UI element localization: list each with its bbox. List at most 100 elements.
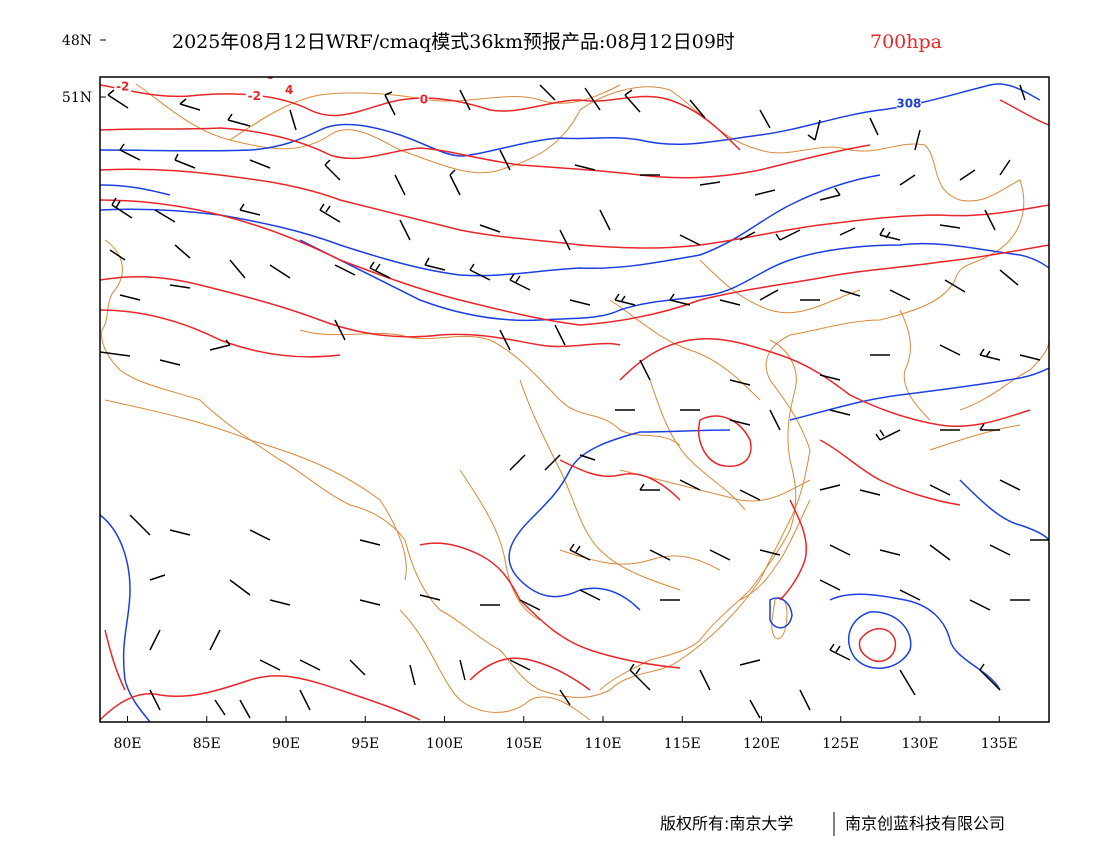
wind-barb <box>759 549 781 556</box>
wind-barb <box>839 289 861 297</box>
wind-barb <box>989 544 1011 556</box>
wind-barb <box>169 284 191 289</box>
x-tick-label: 110E <box>585 736 622 752</box>
temp-contour <box>100 84 741 151</box>
boundary-layer <box>101 83 1049 721</box>
temp-contour <box>559 459 681 501</box>
wind-barb <box>639 483 660 491</box>
contour-label: 4 <box>773 2 781 16</box>
temp-contour <box>698 415 752 467</box>
wind-barb <box>699 669 711 691</box>
wind-barb <box>239 203 261 216</box>
temp-contour <box>619 337 1031 428</box>
wind-barb <box>499 149 511 171</box>
wind-barb <box>179 98 201 111</box>
x-tick-label: 135E <box>981 736 1018 752</box>
contour-label-background <box>419 93 429 106</box>
wind-barb <box>699 181 721 186</box>
temp-contour <box>779 499 808 601</box>
wind-barb <box>159 359 181 366</box>
wind-barb <box>769 409 781 431</box>
temp-contour <box>469 657 591 691</box>
wind-barb <box>359 599 381 606</box>
temp-contour <box>999 99 1049 126</box>
wind-barb <box>289 109 297 131</box>
wind-barb <box>879 227 901 241</box>
province-boundary <box>559 549 721 571</box>
x-tick-label: 115E <box>664 736 701 752</box>
contour-label: 0 <box>610 17 618 31</box>
wind-barb <box>249 159 271 169</box>
map-area: 3083083083043083083083123123123163123123… <box>96 0 1049 722</box>
height-contour-312 <box>299 239 1049 322</box>
x-tick-label: 105E <box>505 736 542 752</box>
wind-barb <box>899 589 921 601</box>
x-tick-label: 95E <box>351 736 379 752</box>
wind-barb <box>739 231 756 241</box>
wind-barb <box>324 159 341 181</box>
x-tick-label: 125E <box>822 736 859 752</box>
contour-label: 2 <box>637 2 645 16</box>
wind-barb <box>799 689 811 711</box>
wind-barb <box>359 539 381 546</box>
wind-barb <box>399 219 411 241</box>
wind-barb <box>227 113 251 127</box>
wind-barb <box>369 261 391 279</box>
wind-barb <box>599 209 611 231</box>
wind-barb <box>349 659 366 676</box>
wind-barb <box>299 659 321 671</box>
contour-label-background <box>245 89 263 102</box>
contour-label-background <box>96 60 106 72</box>
contour-label: 6 <box>266 68 274 82</box>
contour-label: -2 <box>116 79 129 93</box>
contour-label: -2 <box>525 62 538 76</box>
wind-barb <box>394 174 406 196</box>
wind-barb <box>174 153 196 169</box>
wind-barb <box>969 599 991 611</box>
japan-boundary <box>929 424 1021 451</box>
wind-barb <box>819 579 841 591</box>
wind-barb <box>869 117 879 136</box>
wind-barb <box>839 227 856 236</box>
copyright-text: 版权所有:南京大学 <box>660 814 793 833</box>
x-tick-label: 90E <box>272 736 300 752</box>
wind-barb <box>109 249 126 261</box>
wind-barb <box>679 234 701 246</box>
contour-label-background <box>757 0 782 1</box>
wind-barb <box>999 269 1019 286</box>
wind-barb <box>819 374 841 381</box>
wind-barb <box>129 514 151 536</box>
contour-label: 8 <box>776 0 784 2</box>
contour-label-background <box>776 0 786 1</box>
contour-label-background <box>636 3 646 15</box>
wind-barb <box>574 164 596 171</box>
wind-barb <box>499 329 511 351</box>
wind-barb <box>899 669 916 696</box>
province-boundary <box>649 379 746 511</box>
wind-barb <box>149 574 166 581</box>
wind-barb <box>649 549 671 561</box>
province-boundary <box>699 259 861 314</box>
wind-barb <box>509 659 531 671</box>
temp-contour <box>104 629 126 691</box>
wind-barb <box>229 259 246 279</box>
temperature-label-layer: -2-2464680-2-202464410886882648161218101… <box>96 0 786 107</box>
wind-barb <box>334 264 356 276</box>
wind-barb <box>459 89 471 111</box>
wind-barb <box>929 484 951 496</box>
wind-barb <box>169 529 191 536</box>
wind-barb <box>829 544 851 556</box>
mongolia-boundary <box>229 84 621 141</box>
wind-barb <box>229 579 251 596</box>
wind-barb <box>614 293 636 306</box>
wind-barb <box>979 423 1000 431</box>
wind-barb <box>879 549 901 556</box>
height-contour-312 <box>508 429 731 611</box>
wind-barb <box>807 119 821 141</box>
wind-barb <box>269 599 291 606</box>
contour-label-background <box>114 80 132 93</box>
wind-barb <box>100 351 131 357</box>
wind-barb <box>319 203 341 223</box>
y-tick-label: 48N <box>62 33 92 49</box>
province-boundary <box>459 469 541 621</box>
